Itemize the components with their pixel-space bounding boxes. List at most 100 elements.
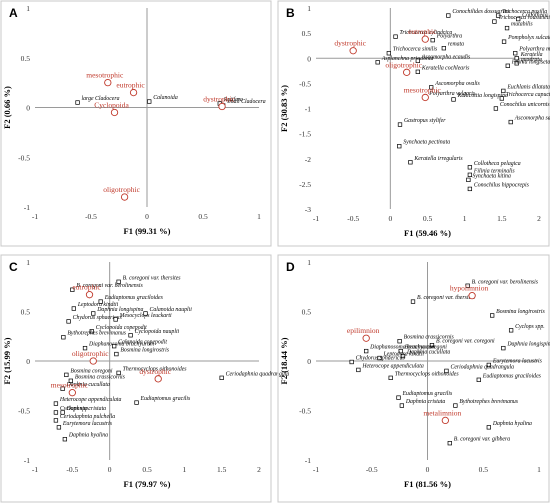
species-point (349, 359, 354, 365)
x-tick-label: -0.5 (66, 465, 78, 474)
species-point (134, 400, 139, 405)
species-label: Daphnia longispina (506, 342, 550, 348)
species-point (116, 370, 121, 376)
y-tick-label: -1.5 (299, 130, 311, 139)
x-tick-label: 1 (182, 465, 186, 474)
x-tick-label: 0.5 (198, 212, 208, 221)
factor-point (362, 334, 370, 342)
species-label: Keratella (520, 52, 543, 58)
species-label: Leptodora kindtii (383, 352, 425, 358)
x-tick-label: 1 (537, 465, 541, 474)
species-label: large Cladocera (82, 96, 120, 102)
x-tick-label: 1.5 (497, 214, 507, 223)
y-tick-label: -1 (24, 456, 30, 465)
species-point (66, 319, 71, 324)
panel-label: C (9, 260, 18, 274)
y-tick-label: 0 (26, 104, 30, 113)
y-tick-label: 1 (26, 4, 30, 13)
species-label: B. coregoni var. berolinensis (472, 279, 539, 285)
species-label: B. coregoni var. coregoni (436, 339, 495, 345)
species-label: Thermocyclops oithonoides (395, 371, 460, 377)
species-label: Ascomorpha saltans (514, 116, 550, 122)
y-tick-label: 1 (26, 258, 30, 267)
y-tick-label: 0.5 (21, 308, 31, 317)
species-point (128, 333, 133, 338)
species-label: Conochilus hippocrepis (474, 182, 530, 188)
species-point (408, 160, 413, 165)
species-label: Filinia terminalis (473, 168, 515, 174)
factor-label: oligotrophic (72, 349, 109, 358)
factor-point (89, 357, 97, 365)
species-point (415, 58, 420, 63)
species-label: Daphnia hyalina (492, 421, 532, 427)
species-point (466, 177, 471, 183)
factor-label: eutrophic (72, 283, 101, 292)
y-axis-title: F2 (15.99 %) (2, 337, 12, 384)
species-label: Trichocerca similis (393, 47, 438, 53)
x-tick-label: 0 (108, 465, 112, 474)
species-point (143, 311, 148, 316)
species-point (113, 317, 118, 322)
species-label: Polyarthra (436, 34, 463, 40)
factor-label: oligotrophic (103, 185, 140, 194)
y-tick-label: -0.5 (299, 79, 311, 88)
x-tick-label: 0.5 (423, 214, 433, 223)
species-label: Chydorus sphaericus (356, 355, 406, 361)
species-point (444, 368, 449, 374)
species-label: Bosmina crassicornis (75, 374, 126, 380)
species-label: Eudiaptomus gracilis (402, 391, 454, 397)
panel-label: B (286, 6, 295, 20)
species-label: Thermocyclops oithonoides (123, 366, 188, 372)
species-point (62, 437, 68, 442)
factor-point (85, 291, 94, 299)
x-tick-label: 0 (145, 212, 149, 221)
species-point (53, 401, 59, 406)
species-label: Trichocerca pusilla (502, 9, 547, 15)
species-point (53, 418, 59, 423)
species-point (396, 395, 401, 400)
y-tick-label: -1 (305, 456, 311, 465)
species-label: Eudiaptomus graciloides (104, 295, 164, 301)
species-point (467, 186, 473, 192)
species-label: Diaphanosoma brachyurum (88, 342, 154, 348)
factor-point (421, 93, 429, 102)
species-point (75, 100, 80, 105)
species-point (64, 372, 69, 378)
species-label: Conochilides dossuarius (452, 9, 510, 15)
factor-label: epilimnion (347, 326, 380, 335)
species-point (400, 353, 406, 359)
x-tick-label: -1 (32, 212, 38, 221)
species-point (493, 106, 499, 111)
species-label: Chydorus sphaericus (73, 315, 123, 321)
species-point (430, 38, 435, 43)
factor-label: Cyclopoida (94, 100, 129, 109)
species-label: Daphnia cristata (66, 406, 107, 412)
species-label: Bythotrephes brevimanus (459, 399, 518, 405)
species-label: Pompholyx sulcata (507, 35, 550, 41)
species-point (393, 34, 398, 39)
species-label: Daphnia hyalina (68, 433, 108, 439)
species-label: Bythotrephes brevimanus (67, 331, 126, 337)
panel-frame (0, 0, 272, 247)
species-point (486, 425, 491, 430)
panel-D: D -1 -0.5 0 0.5 1 -1 -0.5 0 0.5 1 F1 (81.56 %) F2 (1… (277, 254, 550, 503)
y-tick-label: -0.5 (18, 153, 30, 162)
species-point (89, 329, 94, 334)
species-point (447, 441, 452, 446)
x-axis-title: F1 (59.46 %) (404, 228, 451, 238)
y-tick-label: -0.5 (299, 407, 311, 416)
species-point (61, 335, 66, 340)
species-label: B. coregoni var. berolinensis (76, 283, 143, 289)
species-point (53, 410, 59, 415)
species-point (399, 403, 405, 408)
factor-label: mesotrophic (404, 85, 442, 94)
factor-point (349, 47, 357, 55)
species-point (476, 377, 481, 382)
species-label: Polyarthra vulgaris (428, 91, 476, 97)
y-tick-label: -0.5 (18, 407, 30, 416)
species-point (453, 403, 458, 408)
x-tick-label: -0.5 (85, 212, 97, 221)
y-tick-label: -3 (305, 205, 311, 214)
species-point (446, 13, 451, 18)
